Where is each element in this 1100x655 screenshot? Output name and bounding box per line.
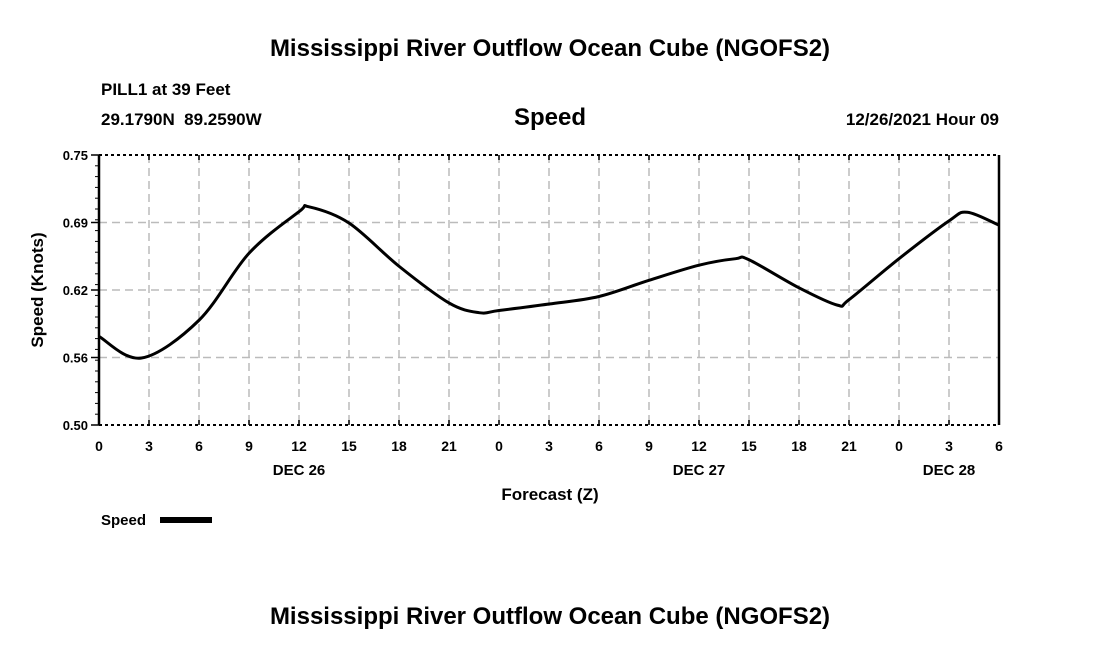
x-tick-label: 3 (545, 438, 553, 454)
variable-title: Speed (514, 104, 586, 131)
x-tick-label: 6 (595, 438, 603, 454)
grid (99, 155, 999, 425)
x-tick-label: 18 (391, 438, 407, 454)
y-tick-label: 0.75 (63, 148, 88, 163)
x-tick-label: 12 (691, 438, 707, 454)
x-tick-label: 0 (95, 438, 103, 454)
x-axis-label: Forecast (Z) (501, 485, 598, 504)
y-axis-label: Speed (Knots) (28, 232, 47, 347)
x-tick-label: 21 (841, 438, 857, 454)
station-label: PILL1 at 39 Feet (101, 80, 231, 99)
x-tick-label: 15 (341, 438, 357, 454)
x-tick-label: 0 (895, 438, 903, 454)
coordinates-label: 29.1790N 89.2590W (101, 110, 263, 129)
footer-title: Mississippi River Outflow Ocean Cube (NG… (270, 603, 830, 630)
x-tick-label: 21 (441, 438, 457, 454)
date-label: DEC 27 (673, 462, 726, 479)
x-tick-label: 0 (495, 438, 503, 454)
legend-label: Speed (101, 512, 146, 529)
axes (91, 154, 1001, 426)
x-tick-label: 9 (645, 438, 653, 454)
date-label: DEC 28 (923, 462, 976, 479)
x-tick-label: 15 (741, 438, 757, 454)
forecast-datetime: 12/26/2021 Hour 09 (846, 110, 999, 129)
x-tick-label: 3 (145, 438, 153, 454)
y-tick-label: 0.62 (63, 283, 88, 298)
x-tick-label: 12 (291, 438, 307, 454)
x-tick-label: 3 (945, 438, 953, 454)
y-tick-label: 0.50 (63, 418, 88, 433)
date-label: DEC 26 (273, 462, 326, 479)
speed-series-line (98, 204, 1000, 360)
y-tick-label: 0.69 (63, 216, 88, 231)
chart-title: Mississippi River Outflow Ocean Cube (NG… (270, 35, 830, 62)
x-tick-label: 18 (791, 438, 807, 454)
x-tick-label: 6 (995, 438, 1003, 454)
x-tick-label: 9 (245, 438, 253, 454)
tick-labels: 0 3 6 9 12 15 18 21 0 3 6 9 12 15 18 21 0 3 6 0.50 0.56 0.62 0… (63, 148, 1003, 479)
x-tick-label: 6 (195, 438, 203, 454)
y-tick-label: 0.56 (63, 351, 88, 366)
legend: Speed (101, 512, 212, 529)
